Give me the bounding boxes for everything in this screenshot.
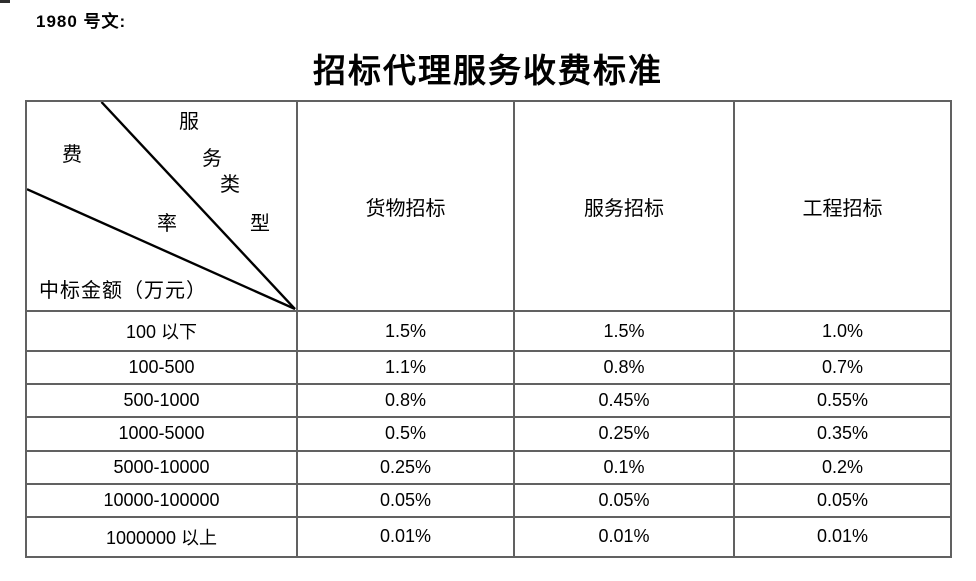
corner-amount-label: 中标金额（万元） — [39, 280, 207, 302]
corner-rate-char: 率 — [157, 213, 177, 235]
rate-cell: 0.55% — [733, 383, 952, 419]
rate-cell: 0.05% — [513, 482, 735, 518]
corner-type-char: 型 — [250, 213, 270, 235]
corner-type-char: 类 — [220, 174, 240, 196]
diagonal-divider-lines — [27, 102, 296, 310]
corner-type-char: 服 — [179, 111, 199, 133]
row-label: 10000-100000 — [25, 482, 298, 518]
doc-number: 1980 号文: — [36, 12, 127, 31]
table-row: 5000-10000 0.25% 0.1% 0.2% — [25, 449, 952, 485]
rate-cell: 0.5% — [296, 416, 515, 452]
table-row: 1000-5000 0.5% 0.25% 0.35% — [25, 416, 952, 452]
rate-cell: 0.01% — [296, 515, 515, 559]
row-label: 500-1000 — [25, 383, 298, 419]
column-header-works: 工程招标 — [733, 100, 952, 312]
corner-rate-char: 费 — [62, 144, 82, 166]
corner-header-cell: 服 务 类 型 费 率 中标金额（万元） — [25, 100, 298, 312]
rate-cell: 0.25% — [513, 416, 735, 452]
row-label: 100-500 — [25, 350, 298, 386]
scan-artifact — [0, 0, 10, 3]
table-row: 1000000 以上 0.01% 0.01% 0.01% — [25, 515, 952, 559]
column-header-service: 服务招标 — [513, 100, 735, 312]
table-row: 100-500 1.1% 0.8% 0.7% — [25, 350, 952, 386]
rate-cell: 0.25% — [296, 449, 515, 485]
corner-type-char: 务 — [202, 148, 222, 170]
rate-cell: 0.01% — [733, 515, 952, 559]
rate-cell: 1.1% — [296, 350, 515, 386]
column-header-goods: 货物招标 — [296, 100, 515, 312]
table-row: 10000-100000 0.05% 0.05% 0.05% — [25, 482, 952, 518]
rate-cell: 0.05% — [733, 482, 952, 518]
rate-cell: 0.7% — [733, 350, 952, 386]
table-row: 500-1000 0.8% 0.45% 0.55% — [25, 383, 952, 419]
rate-cell: 0.8% — [296, 383, 515, 419]
rate-cell: 1.5% — [513, 309, 735, 353]
rate-cell: 0.05% — [296, 482, 515, 518]
table-row: 100 以下 1.5% 1.5% 1.0% — [25, 309, 952, 353]
row-label: 5000-10000 — [25, 449, 298, 485]
row-label: 1000000 以上 — [25, 515, 298, 559]
rate-cell: 0.2% — [733, 449, 952, 485]
rate-cell: 1.5% — [296, 309, 515, 353]
table-header-row: 服 务 类 型 费 率 中标金额（万元） 货物招标 服务招标 工程招标 — [25, 100, 952, 312]
row-label: 100 以下 — [25, 309, 298, 353]
rate-cell: 0.01% — [513, 515, 735, 559]
fee-table: 服 务 类 型 费 率 中标金额（万元） 货物招标 服务招标 工程招标 100 … — [25, 100, 952, 559]
rate-cell: 0.1% — [513, 449, 735, 485]
rate-cell: 0.8% — [513, 350, 735, 386]
rate-cell: 0.35% — [733, 416, 952, 452]
rate-cell: 0.45% — [513, 383, 735, 419]
row-label: 1000-5000 — [25, 416, 298, 452]
rate-cell: 1.0% — [733, 309, 952, 353]
page-title: 招标代理服务收费标准 — [313, 54, 663, 90]
